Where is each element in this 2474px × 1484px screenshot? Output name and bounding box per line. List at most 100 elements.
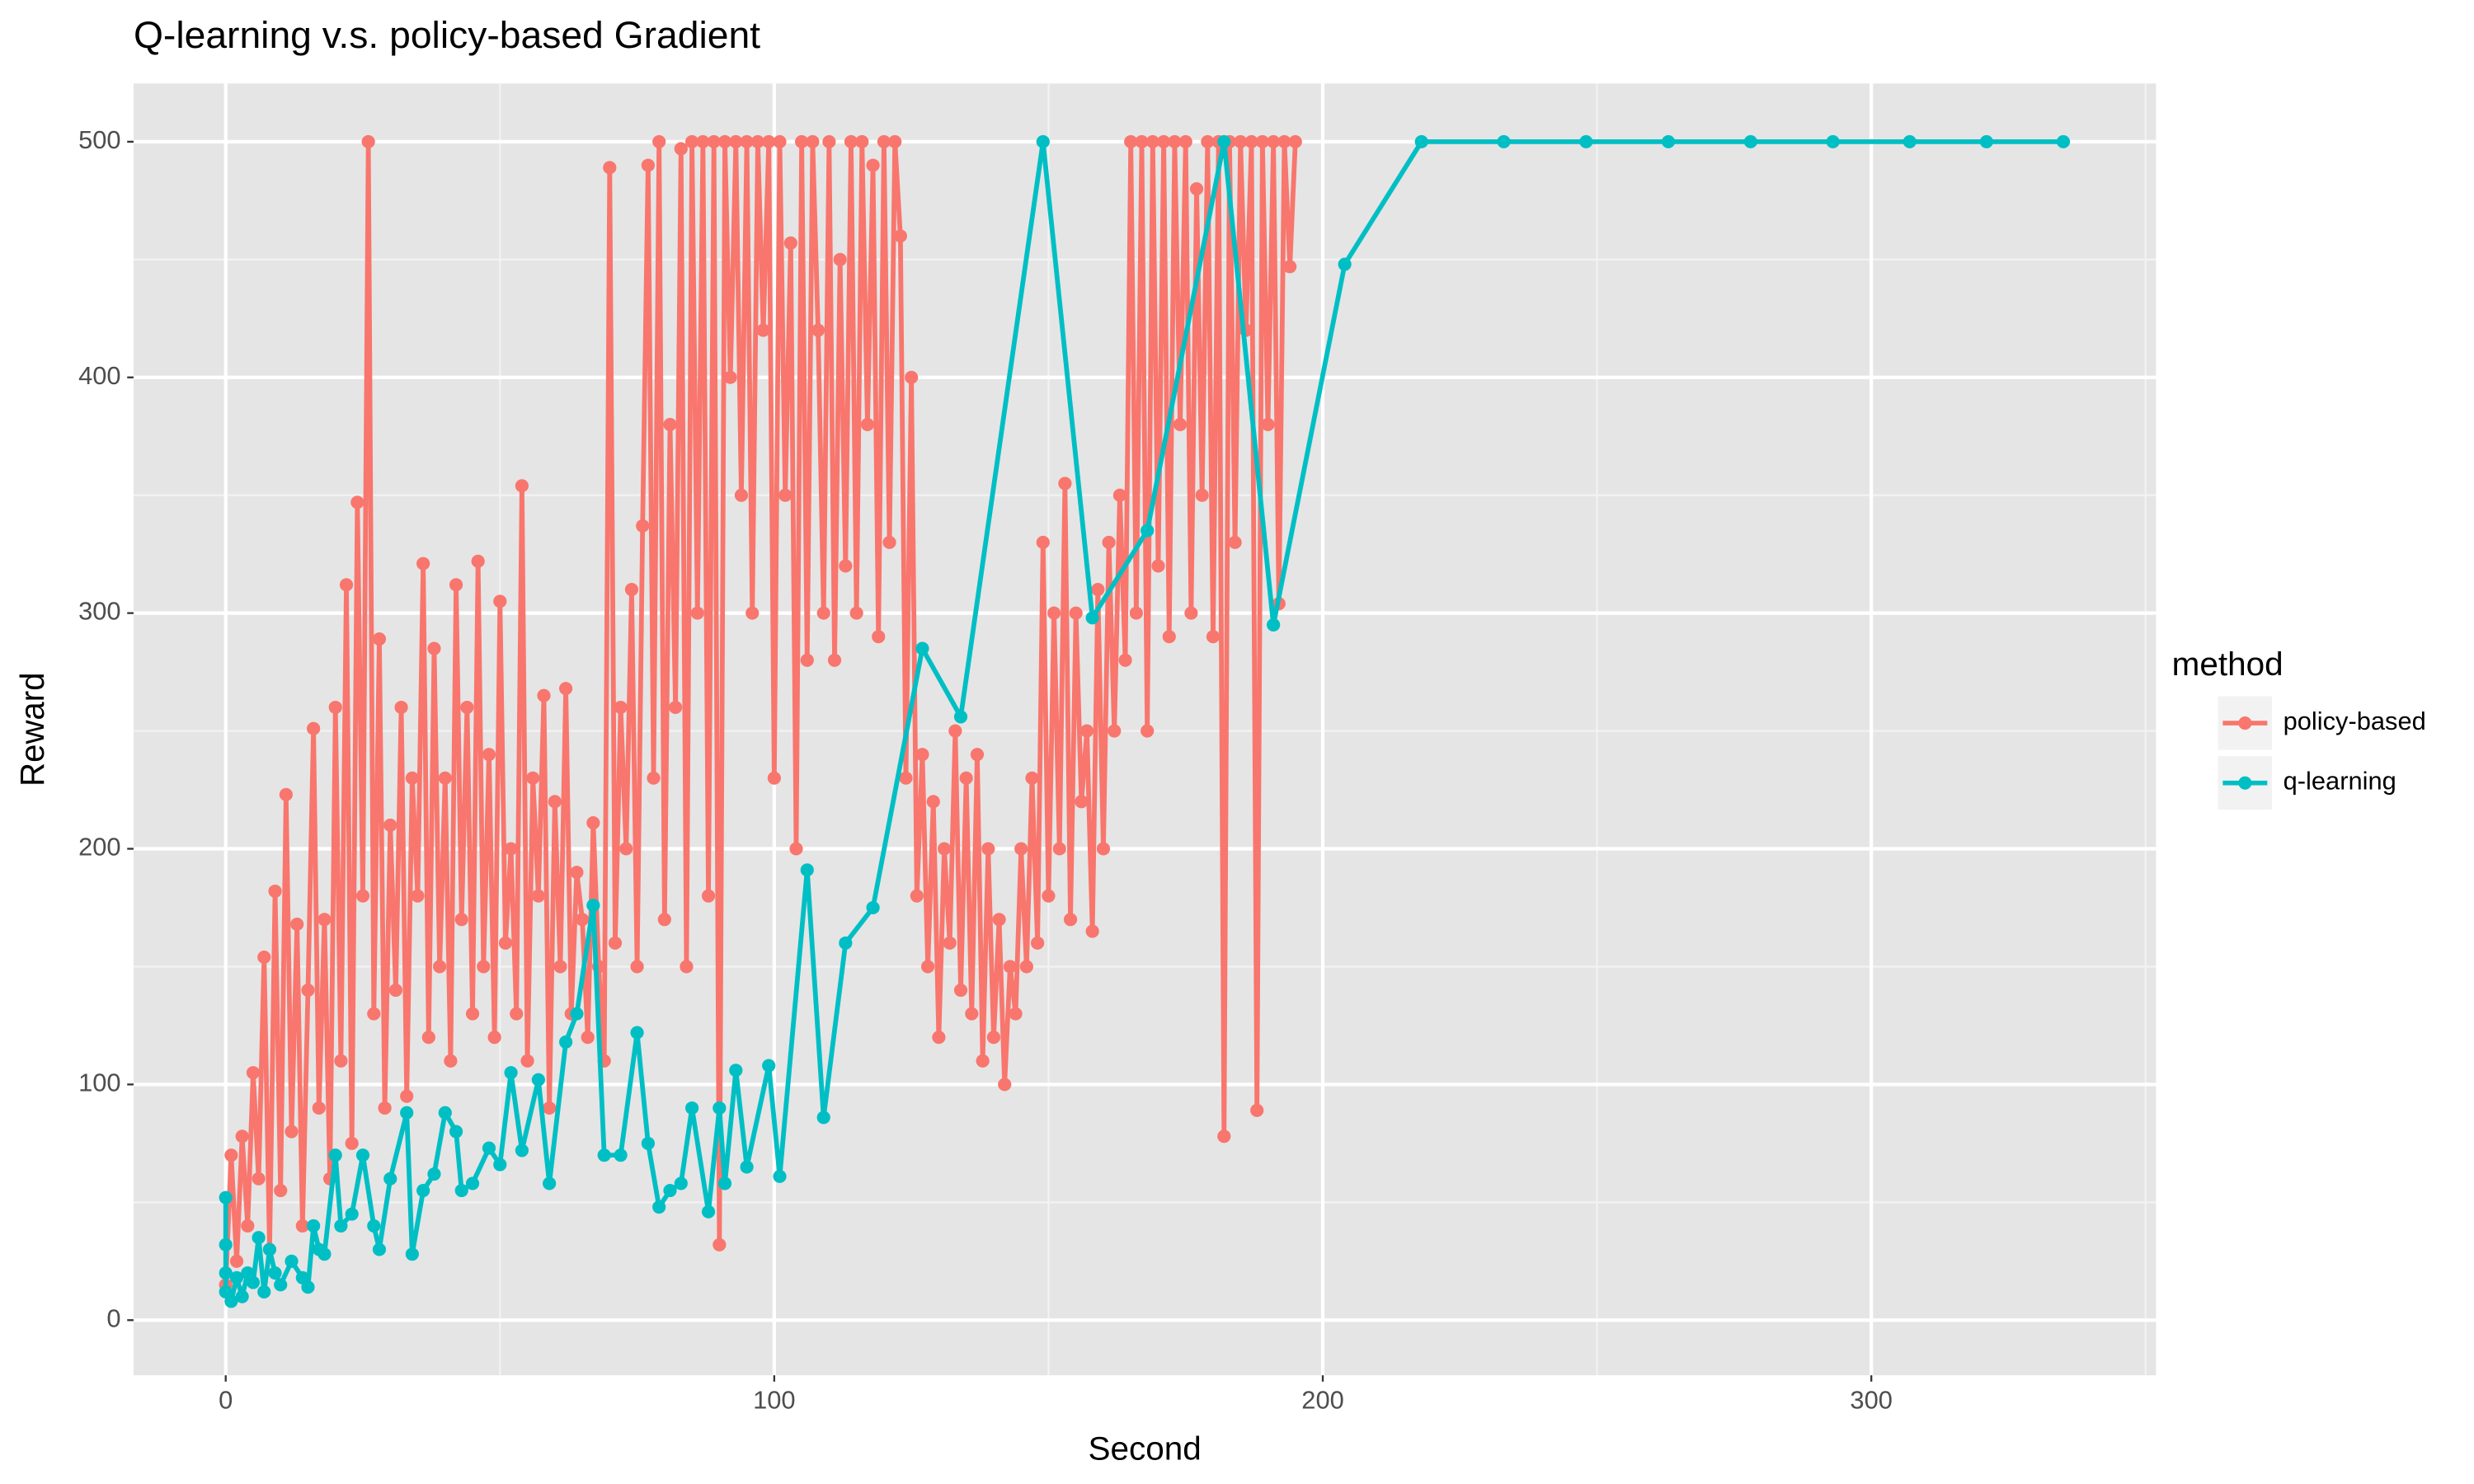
data-point	[1903, 134, 1917, 148]
legend-label: policy-based	[2284, 707, 2426, 735]
data-point	[992, 913, 1006, 927]
data-point	[663, 1184, 677, 1198]
data-point	[559, 682, 573, 696]
data-point	[833, 252, 847, 266]
data-point	[405, 771, 419, 785]
data-point	[932, 1031, 946, 1045]
data-point	[471, 554, 485, 568]
data-point	[905, 370, 919, 384]
data-point	[745, 606, 760, 620]
legend: method policy-based q-learning	[2172, 646, 2426, 810]
data-point	[822, 134, 836, 148]
data-point	[1047, 606, 1061, 620]
data-point	[257, 950, 271, 965]
data-point	[2056, 134, 2071, 148]
data-point	[844, 134, 858, 148]
data-point	[998, 1078, 1012, 1092]
data-point	[827, 653, 842, 667]
data-point	[877, 134, 891, 148]
data-point	[1031, 936, 1045, 950]
y-tick-label: 0	[106, 1303, 120, 1332]
data-point	[1189, 182, 1204, 196]
data-point	[1173, 417, 1188, 431]
data-point	[339, 578, 354, 592]
y-axis-title: Reward	[14, 673, 51, 787]
data-point	[1009, 1007, 1023, 1021]
data-point	[526, 771, 540, 785]
data-point	[383, 818, 397, 832]
data-point	[361, 134, 375, 148]
data-point	[224, 1294, 238, 1308]
data-point	[701, 1205, 716, 1219]
data-point	[986, 1031, 1001, 1045]
data-point	[1826, 134, 1840, 148]
x-tick-label: 200	[1301, 1386, 1343, 1415]
data-point	[1255, 134, 1269, 148]
data-point	[1206, 630, 1221, 644]
data-point	[493, 1158, 507, 1172]
data-point	[1075, 795, 1089, 809]
data-point	[953, 984, 968, 998]
data-point	[252, 1172, 266, 1186]
data-point	[597, 1148, 611, 1162]
data-point	[548, 795, 562, 809]
y-tick-label: 300	[78, 597, 120, 626]
data-point	[1036, 134, 1050, 148]
data-point	[630, 960, 644, 974]
data-point	[317, 1247, 332, 1261]
data-point	[1267, 134, 1281, 148]
data-point	[652, 1200, 666, 1214]
data-point	[855, 134, 869, 148]
data-point	[262, 1242, 277, 1256]
data-point	[1162, 630, 1176, 644]
data-point	[1135, 134, 1149, 148]
data-point	[701, 889, 716, 903]
data-point	[383, 1172, 397, 1186]
data-point	[717, 1176, 732, 1190]
data-point	[1014, 842, 1028, 856]
data-point	[378, 1101, 392, 1115]
x-tick-label: 300	[1850, 1386, 1892, 1415]
data-point	[965, 1007, 979, 1021]
data-point	[816, 1111, 830, 1125]
data-point	[235, 1289, 249, 1303]
data-point	[328, 1148, 342, 1162]
data-point	[421, 1031, 435, 1045]
data-point	[624, 583, 639, 597]
data-point	[367, 1219, 381, 1233]
data-point	[219, 1190, 233, 1205]
data-point	[652, 134, 666, 148]
data-point	[614, 700, 628, 715]
data-point	[235, 1129, 249, 1144]
data-point	[531, 1073, 545, 1087]
data-point	[1201, 134, 1215, 148]
data-point	[559, 1035, 573, 1049]
data-point	[427, 1167, 441, 1181]
data-point	[1003, 960, 1017, 974]
x-tick-label: 0	[219, 1386, 233, 1415]
data-point	[1145, 134, 1159, 148]
data-point	[345, 1136, 359, 1150]
data-point	[328, 700, 342, 715]
data-point	[603, 161, 617, 175]
data-point	[537, 688, 551, 702]
data-point	[372, 632, 387, 646]
data-point	[355, 889, 370, 903]
data-point	[959, 771, 973, 785]
data-point	[454, 1184, 468, 1198]
data-point	[915, 748, 929, 762]
data-point	[504, 1066, 518, 1080]
data-point	[762, 1059, 776, 1073]
data-point	[219, 1266, 233, 1280]
data-point	[515, 479, 529, 493]
data-point	[614, 1148, 628, 1162]
data-point	[285, 1254, 299, 1268]
data-point	[477, 960, 491, 974]
data-point	[641, 1136, 655, 1150]
data-point	[219, 1237, 233, 1252]
data-point	[937, 842, 952, 856]
data-point	[498, 936, 513, 950]
x-tick-label: 100	[753, 1386, 795, 1415]
